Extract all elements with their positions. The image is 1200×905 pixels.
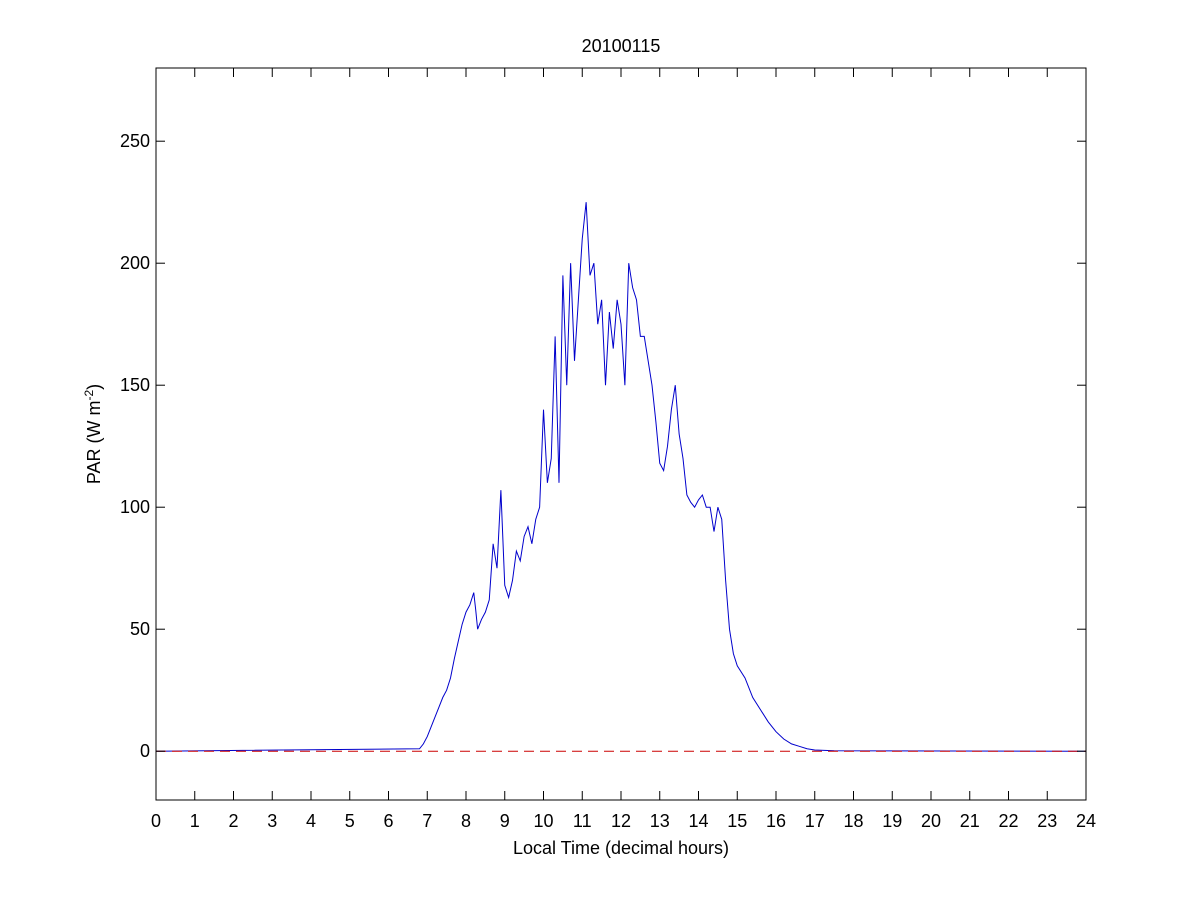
x-tick-label: 6 (383, 811, 393, 831)
x-tick-label: 16 (766, 811, 786, 831)
x-tick-label: 1 (190, 811, 200, 831)
x-tick-label: 23 (1037, 811, 1057, 831)
x-tick-label: 18 (843, 811, 863, 831)
x-axis-ticks: 0 1 2 3 4 5 6 7 8 9 10 11 12 13 14 15 16 17 18 19 20 21 22 23 24 (151, 68, 1096, 831)
x-tick-label: 14 (688, 811, 708, 831)
y-axis-ticks: 0 50 100 150 200 250 (120, 131, 1086, 761)
x-tick-label: 11 (573, 811, 592, 831)
y-tick-label: 0 (140, 741, 150, 761)
y-tick-label: 250 (120, 131, 150, 151)
chart-title: 20100115 (582, 36, 661, 56)
y-axis-label: PAR (W m-2) (82, 384, 104, 484)
series-layer (155, 202, 1087, 752)
x-axis-label: Local Time (decimal hours) (513, 838, 729, 858)
plot-area (156, 68, 1086, 800)
x-tick-label: 7 (422, 811, 432, 831)
y-tick-label: 200 (120, 253, 150, 273)
x-tick-label: 3 (267, 811, 277, 831)
x-tick-label: 24 (1076, 811, 1096, 831)
x-tick-label: 13 (650, 811, 670, 831)
x-tick-label: 19 (882, 811, 902, 831)
x-tick-label: 22 (998, 811, 1018, 831)
x-tick-label: 15 (727, 811, 747, 831)
x-tick-label: 8 (461, 811, 471, 831)
y-axis-label-suffix: ) (84, 384, 104, 390)
y-tick-label: 50 (130, 619, 150, 639)
x-tick-label: 20 (921, 811, 941, 831)
par-series-line (155, 202, 1087, 752)
y-axis-label-prefix: PAR (W m (84, 401, 104, 485)
x-tick-label: 21 (960, 811, 980, 831)
x-tick-label: 12 (611, 811, 631, 831)
x-tick-label: 0 (151, 811, 161, 831)
x-tick-label: 17 (805, 811, 825, 831)
x-tick-label: 5 (345, 811, 355, 831)
y-tick-label: 150 (120, 375, 150, 395)
y-tick-label: 100 (120, 497, 150, 517)
x-tick-label: 2 (228, 811, 238, 831)
x-tick-label: 9 (500, 811, 510, 831)
y-axis-label-superscript: -2 (82, 390, 96, 401)
x-tick-label: 10 (533, 811, 553, 831)
x-tick-label: 4 (306, 811, 316, 831)
